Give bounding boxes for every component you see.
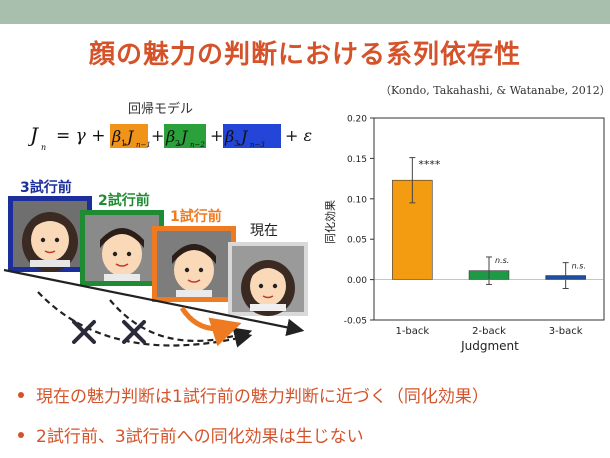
x-axis-label: Judgment	[460, 339, 519, 353]
x-tick-label-2-back: 2-back	[472, 326, 506, 337]
eq-plus-2: +	[210, 126, 223, 145]
y-tick-label: 0.00	[347, 276, 367, 286]
regression-equation: J n = γ + β 1 J n−1 + β 2 J n−2 + β 3 J …	[28, 123, 312, 152]
face-frame-current	[228, 242, 308, 316]
trial-label-2-back: 2試行前	[98, 193, 150, 209]
significance-1-back: ****	[418, 158, 441, 171]
model-label: 回帰モデル	[128, 102, 194, 117]
bullet-1: 現在の魅力判断は1試行前の魅力判断に近づく（同化効果）	[18, 382, 489, 407]
eq-term-3-box	[223, 124, 281, 148]
eq-term-1-var-sub: n−1	[136, 141, 151, 149]
significance-3-back: n.s.	[572, 261, 586, 270]
eq-gamma: = γ +	[56, 126, 105, 146]
eq-term-2: β 2 J n−2	[164, 124, 206, 149]
y-tick-label: 0.20	[347, 115, 367, 125]
eq-term-3-coef: β	[224, 127, 234, 146]
assimilation-bar-chart: 同化効果 Judgment -0.050.000.050.100.150.20 …	[323, 115, 605, 353]
bars: **** 1-back n.s. 2-back n.s. 3-back	[374, 157, 604, 337]
eq-term-3-coef-sub: 3	[234, 139, 239, 148]
x-tick-label-3-back: 3-back	[549, 326, 583, 337]
eq-term-2-var: J	[178, 127, 189, 146]
trial-label-1-back: 1試行前	[170, 209, 222, 225]
x-tick-label-1-back: 1-back	[395, 326, 429, 337]
trial-sequence-illustration	[3, 196, 308, 348]
eq-term-1-coef-sub: 1	[121, 139, 126, 148]
blocked-cross-3-back	[72, 320, 96, 344]
y-axis-label: 同化効果	[323, 200, 337, 244]
bullet-2: 2試行前、3試行前への同化効果は生じない	[18, 422, 364, 447]
trial-label-3-back: 3試行前	[20, 180, 72, 196]
y-tick-label: 0.10	[347, 195, 367, 205]
y-tick-label: 0.05	[347, 236, 367, 246]
top-banner	[0, 0, 610, 24]
assimilation-arrow-1-back	[179, 306, 242, 347]
timeline-arrow	[3, 268, 305, 337]
y-tick-label: 0.15	[347, 155, 367, 165]
face-frame-3-back	[8, 196, 92, 272]
eq-term-2-box	[164, 124, 206, 148]
y-tick-label: -0.05	[344, 317, 367, 327]
eq-term-1-box	[110, 124, 148, 148]
trial-label-current: 現在	[250, 223, 278, 239]
eq-term-3: β 3 J n−3	[223, 124, 281, 149]
eq-tail: + ε	[285, 126, 312, 145]
face-frame-2-back	[80, 210, 164, 286]
citation: （Kondo, Takahashi, & Watanabe, 2012）	[380, 84, 610, 97]
bullet-2-text: 2試行前、3試行前への同化効果は生じない	[36, 427, 364, 447]
bullet-dot	[18, 432, 24, 438]
eq-term-3-var-sub: n−3	[250, 141, 265, 149]
significance-2-back: n.s.	[495, 256, 509, 265]
eq-lhs: J	[28, 123, 39, 147]
eq-term-2-coef: β	[165, 127, 175, 146]
blocked-cross-2-back	[122, 320, 146, 344]
plot-frame	[373, 117, 605, 321]
face-frame-1-back	[152, 226, 236, 302]
eq-term-1: β 1 J n−1	[110, 124, 151, 149]
eq-term-1-var: J	[124, 127, 135, 146]
slide-title: 顔の魅力の判断における系列依存性	[88, 40, 521, 70]
y-ticks: -0.05 0.00 0.05 0.10 0.15 0.20	[344, 115, 374, 327]
bullet-1-text: 現在の魅力判断は1試行前の魅力判断に近づく（同化効果）	[36, 387, 489, 407]
eq-term-3-var: J	[238, 127, 249, 146]
eq-term-2-coef-sub: 2	[175, 139, 180, 148]
eq-lhs-sub: n	[41, 143, 46, 152]
eq-term-1-coef: β	[111, 127, 121, 146]
eq-term-2-var-sub: n−2	[190, 141, 205, 149]
bullet-dot	[18, 392, 24, 398]
eq-plus-1: +	[151, 126, 164, 145]
